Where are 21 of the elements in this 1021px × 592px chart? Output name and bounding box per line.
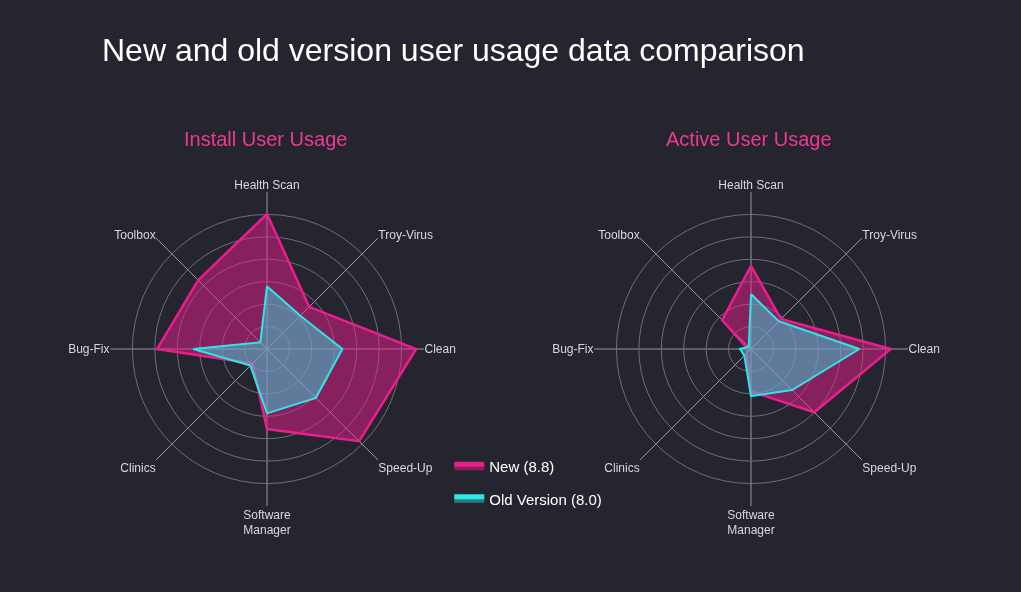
spoke-label: Speed-Up <box>378 460 433 475</box>
spoke-label: Clean <box>424 342 456 357</box>
legend-label: New (8.8) <box>489 458 555 476</box>
spoke-label: Troy-Virus <box>862 227 918 242</box>
chart-subtitle: Install User Usage <box>184 128 348 150</box>
spoke-label: Toolbox <box>598 227 640 242</box>
legend-label: Old Version (8.0) <box>489 490 602 508</box>
spoke-label: Software Manager <box>727 507 775 538</box>
chart-title: New and old version user usage data comparison <box>102 32 805 68</box>
spoke-label: Clinics <box>120 460 156 475</box>
spoke-label: Clean <box>908 342 940 357</box>
spoke-label: Clinics <box>604 460 640 475</box>
spoke-label: Software Manager <box>243 507 291 538</box>
spoke-label: Troy-Virus <box>378 227 434 242</box>
spoke-label: Health Scan <box>234 178 300 193</box>
spoke-label: Toolbox <box>114 227 156 242</box>
spoke-label: Health Scan <box>718 178 784 193</box>
spoke-label: Bug-Fix <box>552 342 594 357</box>
spoke-label: Bug-Fix <box>68 342 110 357</box>
spoke-label: Speed-Up <box>862 460 917 475</box>
chart-subtitle: Active User Usage <box>666 128 832 150</box>
